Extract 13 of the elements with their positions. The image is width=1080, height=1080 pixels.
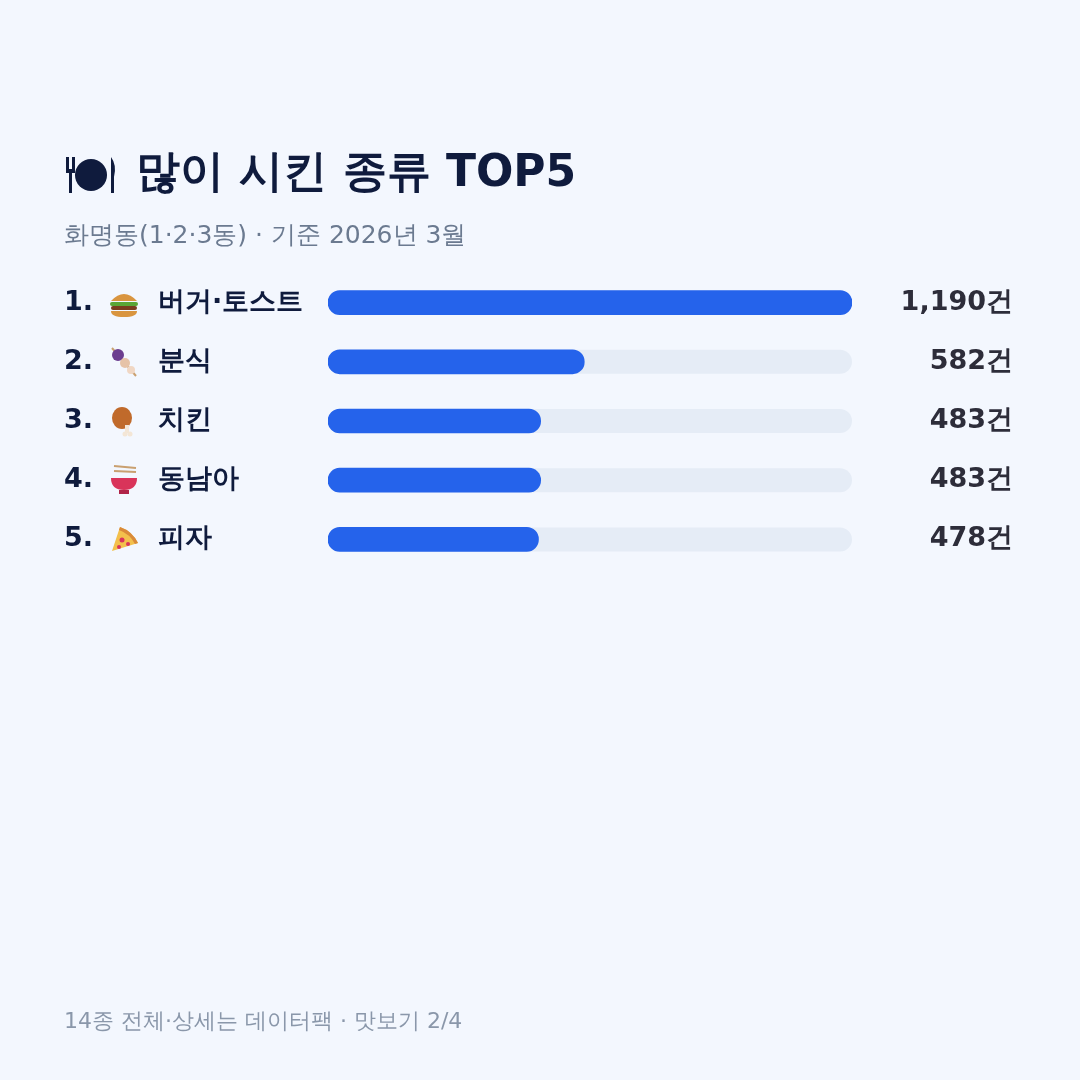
data-label: 478건	[929, 521, 1013, 553]
data-label: 1,190건	[900, 284, 1013, 316]
data-label: 483건	[929, 462, 1013, 494]
category-label: 4. 동남아	[64, 462, 239, 494]
text: 14종 전체·상세는 데이터팩 · 맛보기 2/4	[64, 1007, 463, 1035]
category-label: 5. 피자	[64, 521, 212, 553]
chart-subtitle: 화명동(1·2·3동) · 기준 2026년 3월	[64, 219, 467, 251]
category-label: 3. 치킨	[64, 403, 212, 435]
chart-title: 많이 시킨 종류 TOP5	[136, 144, 577, 198]
category-label: 2. 분식	[64, 343, 212, 375]
data-label: 582건	[929, 343, 1013, 375]
data-label: 483건	[929, 403, 1013, 435]
category-label: 1. 버거·토스트	[64, 284, 304, 316]
